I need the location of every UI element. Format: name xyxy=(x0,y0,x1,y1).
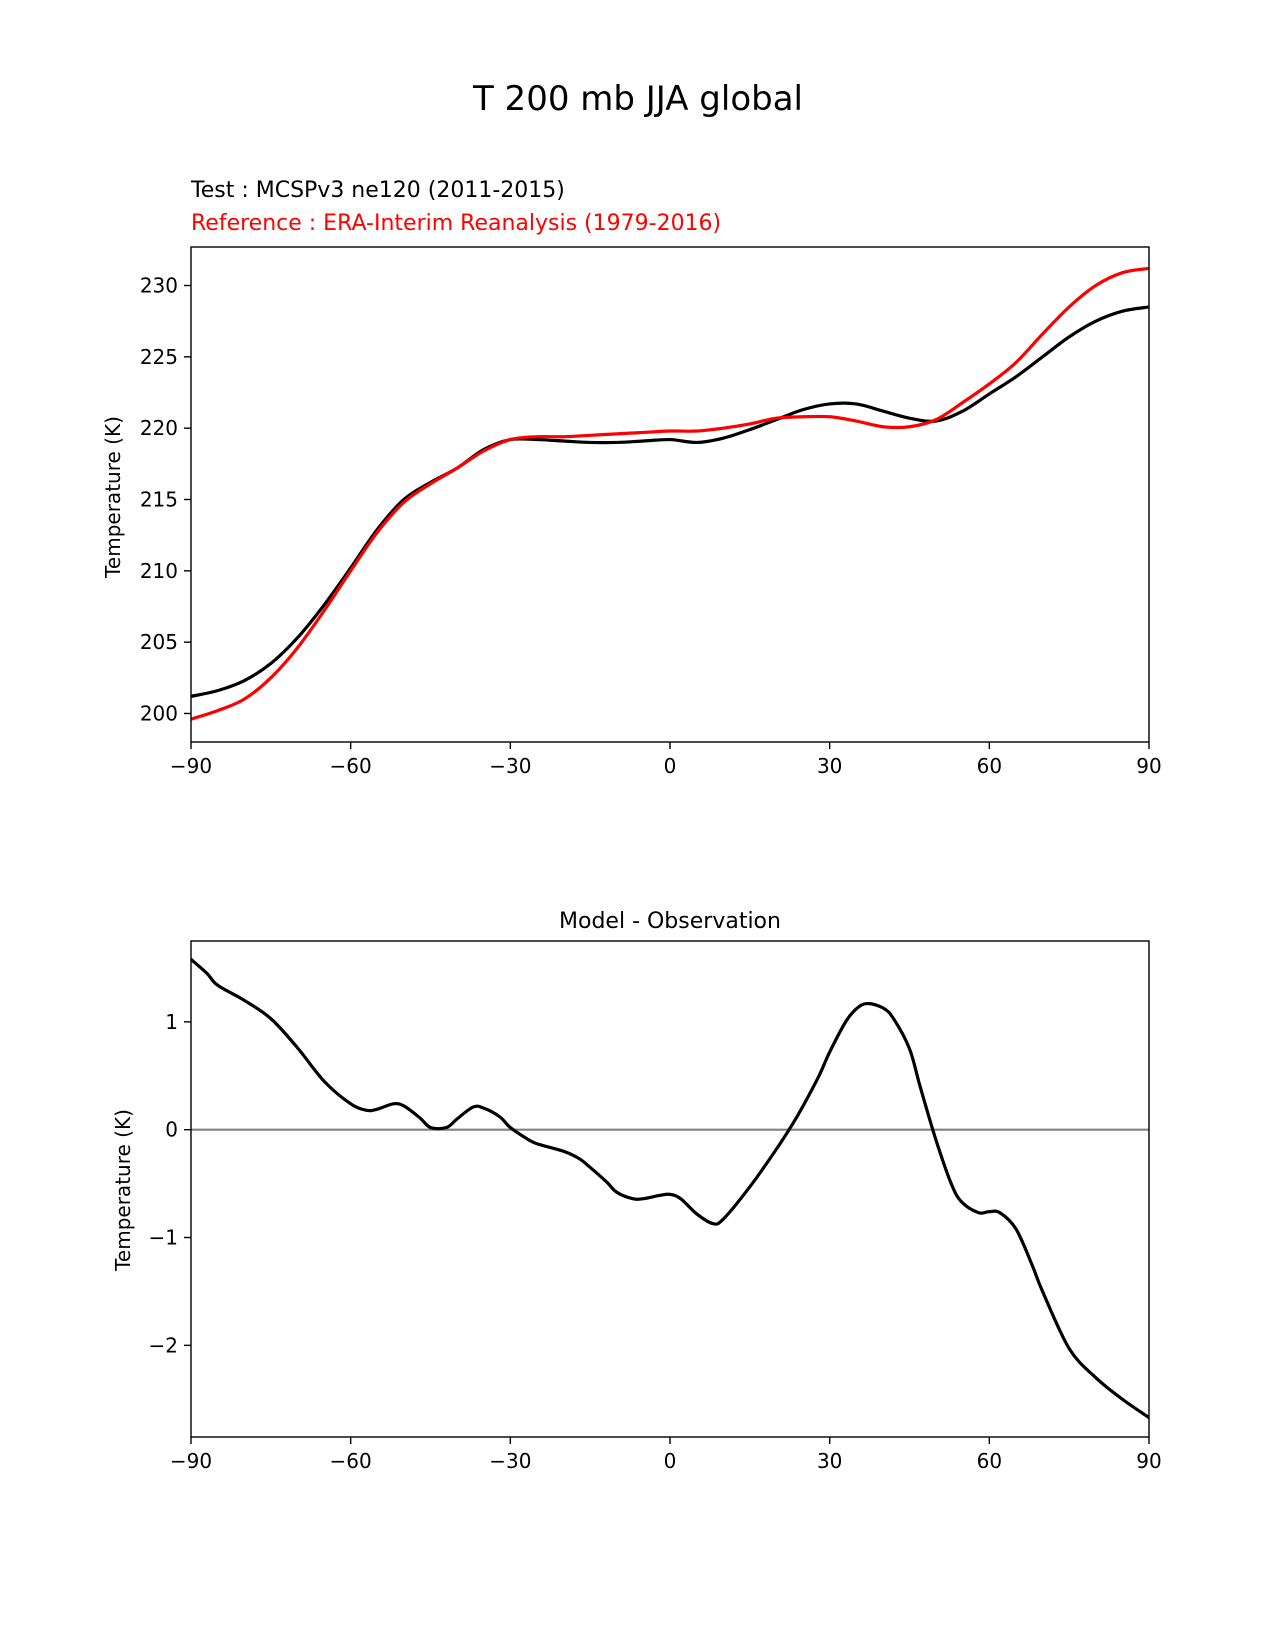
bottom-x-tick-label: 60 xyxy=(977,1449,1002,1473)
top-plot-frame xyxy=(190,246,1150,743)
top-y-tick-label: 220 xyxy=(140,416,178,440)
test-label: Test : MCSPv3 ne120 (2011-2015) xyxy=(190,178,565,203)
top-series-test xyxy=(191,305,1149,698)
bottom-plot-frame xyxy=(190,940,1150,1438)
bottom-y-tick-label: −1 xyxy=(149,1226,178,1250)
bottom-y-tick-label: −2 xyxy=(149,1333,178,1357)
figure-title: T 200 mb JJA global xyxy=(472,79,803,119)
top-y-tick-label: 210 xyxy=(140,559,178,583)
top-x-tick-label: 30 xyxy=(817,754,842,778)
top-y-tick-label: 205 xyxy=(140,630,178,654)
top-y-tick-label: 215 xyxy=(140,487,178,511)
top-y-axis-label: Temperature (K) xyxy=(101,416,125,579)
top-y-tick-label: 200 xyxy=(140,701,178,725)
bottom-x-tick-label: −90 xyxy=(170,1449,212,1473)
top-x-tick-label: 90 xyxy=(1136,754,1161,778)
top-x-tick-label: 0 xyxy=(664,754,677,778)
top-x-tick-label: −60 xyxy=(330,754,372,778)
bottom-y-axis-label: Temperature (K) xyxy=(111,1109,135,1272)
bottom-panel: Model - Observation Temperature (K) −90−… xyxy=(111,909,1162,1473)
bottom-y-tick-label: 1 xyxy=(165,1010,178,1034)
top-x-tick-label: −30 xyxy=(489,754,531,778)
top-plot-area: −90 −60 −30 0 30 60 90 200 205 210 215 220 225 230 xyxy=(140,266,1162,778)
bottom-x-tick-label: −60 xyxy=(330,1449,372,1473)
reference-label: Reference : ERA-Interim Reanalysis (1979… xyxy=(191,211,721,236)
bottom-y-tick-label: 0 xyxy=(165,1118,178,1142)
bottom-x-tick-label: −30 xyxy=(489,1449,531,1473)
top-x-tick-label: −90 xyxy=(170,754,212,778)
bottom-title: Model - Observation xyxy=(559,909,781,934)
bottom-x-tick-label: 0 xyxy=(664,1449,677,1473)
bottom-series-model-observation xyxy=(191,957,1149,1420)
top-panel: Test : MCSPv3 ne120 (2011-2015) Referenc… xyxy=(101,178,1162,778)
top-y-tick-label: 225 xyxy=(140,345,178,369)
bottom-plot-area: −90 −60 −30 0 30 60 90 −2 −1 0 1 xyxy=(149,957,1162,1473)
top-series-reference xyxy=(191,266,1149,721)
bottom-x-tick-label: 90 xyxy=(1136,1449,1161,1473)
top-y-tick-label: 230 xyxy=(140,274,178,298)
top-x-tick-label: 60 xyxy=(977,754,1002,778)
bottom-x-tick-label: 30 xyxy=(817,1449,842,1473)
